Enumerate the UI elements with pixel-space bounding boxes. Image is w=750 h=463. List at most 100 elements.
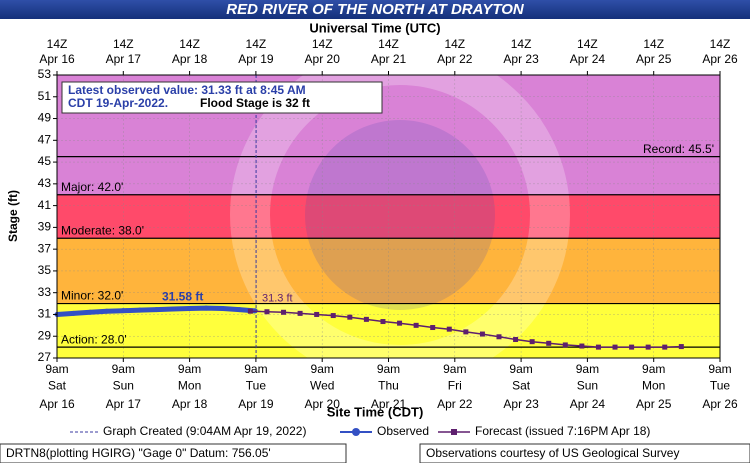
forecast-point: [529, 339, 535, 345]
x-tick-label: Sat: [48, 379, 67, 393]
x-tick-label: Mon: [642, 379, 665, 393]
footer-right: Observations courtesy of US Geological S…: [426, 446, 679, 460]
forecast-point: [430, 325, 436, 331]
watermark: [230, 45, 570, 385]
forecast-point: [595, 344, 601, 350]
x-tick-label: Apr 17: [106, 397, 142, 411]
chart-title: RED RIVER OF THE NORTH AT DRAYTON: [226, 1, 525, 18]
x-tick-label: Tue: [246, 379, 267, 393]
x-tick-label: Fri: [448, 379, 462, 393]
y-tick-label: 39: [38, 220, 52, 234]
observed-point: [137, 307, 143, 313]
x2-tick-label: 14Z: [378, 37, 399, 51]
x-tick-label: Apr 19: [238, 397, 274, 411]
x-tick-label: Apr 22: [437, 397, 473, 411]
threshold-label: Major: 42.0': [61, 180, 123, 194]
x-tick-label: 9am: [377, 362, 400, 376]
x2-tick-label: Apr 17: [106, 52, 142, 66]
x-tick-label: Sat: [512, 379, 531, 393]
x-tick-label: Tue: [710, 379, 731, 393]
threshold-label: Record: 45.5': [643, 142, 714, 156]
observed-point: [71, 310, 77, 316]
x2-tick-label: 14Z: [47, 37, 68, 51]
x-axis-label: Site Time (CDT): [327, 404, 424, 419]
plot-area: Action: 28.0' Minor: 32.0' Moderate: 38.0'…: [54, 45, 721, 385]
x-tick-label: 9am: [45, 362, 68, 376]
threshold-label: Action: 28.0': [61, 332, 127, 346]
forecast-point: [678, 344, 684, 350]
forecast-point: [413, 322, 419, 328]
x-tick-label: Apr 25: [636, 397, 672, 411]
title-bar: [0, 0, 750, 19]
x2-tick-label: Apr 21: [371, 52, 407, 66]
legend-label: Forecast (issued 7:16PM Apr 18): [475, 424, 650, 438]
annotation: Latest observed value: 31.33 ft at 8:45 …: [68, 83, 306, 97]
annotation: CDT 19-Apr-2022.: [68, 96, 168, 110]
legend-swatch: [451, 429, 457, 435]
y-tick-label: 49: [38, 111, 52, 125]
x-tick-label: Thu: [378, 379, 399, 393]
x-tick-label: 9am: [509, 362, 532, 376]
y-tick-label: 43: [38, 176, 52, 190]
forecast-point: [264, 309, 270, 315]
x-tick-label: Sun: [577, 379, 598, 393]
forecast-point: [562, 342, 568, 348]
x2-tick-label: Apr 26: [702, 52, 738, 66]
y-tick-label: 29: [38, 328, 52, 342]
forecast-point: [281, 309, 287, 315]
x2-tick-label: 14Z: [246, 37, 267, 51]
x2-tick-label: 14Z: [710, 37, 731, 51]
x2-tick-label: Apr 18: [172, 52, 208, 66]
threshold-label: Minor: 32.0': [61, 289, 123, 303]
forecast-point: [579, 343, 585, 349]
y-axis-label: Stage (ft): [6, 190, 20, 242]
legend-label: Graph Created (9:04AM Apr 19, 2022): [103, 424, 306, 438]
x-tick-label: Wed: [310, 379, 334, 393]
annotation: 31.58 ft: [162, 290, 203, 304]
y-tick-label: 53: [38, 67, 52, 81]
x-tick-label: Apr 20: [305, 397, 341, 411]
observed-point: [104, 308, 110, 314]
x-tick-label: Apr 26: [702, 397, 738, 411]
observed-point: [120, 308, 126, 314]
annotation: 31.3 ft: [262, 292, 293, 304]
y-tick-label: 45: [38, 154, 52, 168]
observed-point: [203, 305, 209, 311]
forecast-point: [330, 313, 336, 319]
x2-tick-label: Apr 16: [39, 52, 75, 66]
x2-tick-label: 14Z: [444, 37, 465, 51]
x2-tick-label: Apr 25: [636, 52, 672, 66]
forecast-point: [363, 316, 369, 322]
observed-point: [220, 305, 226, 311]
y-tick-label: 27: [38, 350, 52, 364]
y-tick-label: 41: [38, 198, 52, 212]
annotation-box: [61, 81, 383, 114]
x2-tick-label: 14Z: [312, 37, 333, 51]
legend-label: Observed: [377, 424, 429, 438]
forecast-point: [662, 344, 668, 350]
observed-point: [87, 309, 93, 315]
x2-tick-label: Apr 19: [238, 52, 274, 66]
legend-swatch: [352, 428, 360, 436]
y-tick-label: 31: [38, 307, 52, 321]
plot-frame: [56, 74, 721, 359]
forecast-point: [645, 344, 651, 350]
watermark: [305, 120, 495, 310]
footer-box: [0, 443, 347, 463]
observed-point: [236, 307, 242, 313]
x2-tick-label: 14Z: [577, 37, 598, 51]
x2-tick-label: 14Z: [511, 37, 532, 51]
x2-tick-label: Apr 20: [305, 52, 341, 66]
forecast-point: [496, 334, 502, 340]
forecast-point: [546, 340, 552, 346]
footer-left: DRTN8(plotting HGIRG) "Gage 0" Datum: 75…: [6, 446, 271, 460]
forecast-point: [297, 310, 303, 316]
x-tick-label: Mon: [178, 379, 201, 393]
forecast-point: [397, 320, 403, 326]
y-tick-label: 47: [38, 132, 52, 146]
forecast-point: [479, 331, 485, 337]
forecast-point: [513, 336, 519, 342]
x-tick-label: 9am: [178, 362, 201, 376]
forecast-point: [629, 344, 635, 350]
